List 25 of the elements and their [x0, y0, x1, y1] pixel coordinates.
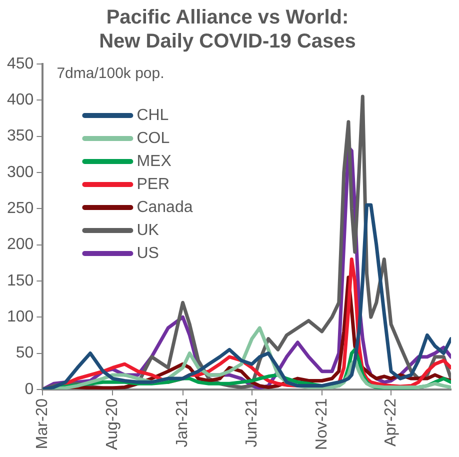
y-tick-label: 100 — [6, 308, 34, 326]
legend-label: Canada — [136, 198, 193, 216]
y-tick-label: 50 — [16, 344, 34, 362]
y-tick-label: 400 — [6, 92, 34, 109]
chart-title: Pacific Alliance vs World: New Daily COVID-19 Cases — [99, 6, 356, 53]
y-axis-title: 7dma/100k pop. — [56, 65, 164, 82]
legend-label: PER — [136, 176, 170, 193]
y-tick-label: 150 — [6, 272, 34, 290]
y-tick-label: 450 — [6, 55, 34, 72]
y-tick-label: 300 — [6, 164, 34, 181]
x-tick-label: Jun-21 — [243, 398, 260, 448]
y-tick-label: 350 — [6, 128, 34, 145]
y-tick-label: 250 — [6, 200, 34, 218]
legend-label: MEX — [136, 152, 172, 170]
legend-label: US — [136, 244, 159, 262]
legend-label: UK — [136, 222, 160, 239]
legend-label: CHL — [136, 106, 169, 124]
y-tick-label: 0 — [24, 380, 34, 398]
y-tick-label: 200 — [6, 236, 34, 254]
x-tick-label: Jan-21 — [174, 398, 192, 448]
x-tick-label: Aug-20 — [104, 398, 122, 450]
x-tick-label: Apr-22 — [382, 398, 400, 446]
x-tick-label: Mar-20 — [34, 398, 52, 450]
x-tick-label: Nov-21 — [313, 398, 330, 450]
legend-label: COL — [136, 130, 170, 147]
